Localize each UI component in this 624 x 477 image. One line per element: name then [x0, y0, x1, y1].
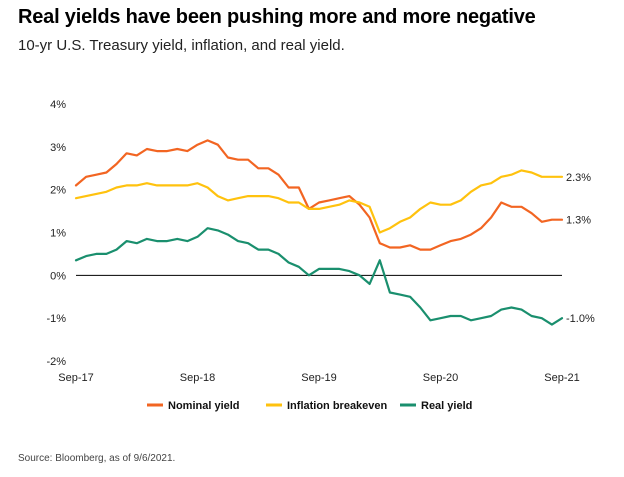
end-label-inflation-breakeven: 2.3% — [566, 172, 591, 184]
y-tick-label: -2% — [46, 356, 66, 368]
legend-label-inflation-breakeven: Inflation breakeven — [287, 400, 388, 412]
series-line-inflation-breakeven — [74, 169, 564, 234]
y-tick-label: 4% — [50, 99, 66, 111]
chart-title: Real yields have been pushing more and m… — [18, 6, 536, 28]
x-tick-label: Sep-19 — [301, 372, 336, 384]
series-line-real-yield — [74, 227, 564, 326]
legend-label-real-yield: Real yield — [421, 400, 472, 412]
chart-subtitle: 10-yr U.S. Treasury yield, inflation, an… — [18, 37, 345, 54]
legend: Nominal yield Inflation breakeven Real yie… — [147, 400, 472, 412]
source-note: Source: Bloomberg, as of 9/6/2021. — [18, 453, 176, 464]
y-tick-label: 0% — [50, 270, 66, 282]
end-label-real-yield: -1.0% — [566, 313, 595, 325]
y-tick-label: -1% — [46, 313, 66, 325]
y-tick-label: 3% — [50, 142, 66, 154]
y-tick-label: 2% — [50, 185, 66, 197]
series-lines — [74, 139, 564, 326]
y-tick-label: 1% — [50, 228, 66, 240]
x-tick-label: Sep-17 — [58, 372, 93, 384]
end-labels: 1.3% 2.3% -1.0% — [566, 172, 595, 325]
legend-label-nominal-yield: Nominal yield — [168, 400, 240, 412]
series-line-nominal-yield — [74, 139, 564, 251]
end-label-nominal-yield: 1.3% — [566, 215, 591, 227]
x-axis: Sep-17 Sep-18 Sep-19 Sep-20 Sep-21 — [58, 372, 579, 384]
x-tick-label: Sep-20 — [423, 372, 458, 384]
x-tick-label: Sep-21 — [544, 372, 579, 384]
x-tick-label: Sep-18 — [180, 372, 215, 384]
y-axis: 4% 3% 2% 1% 0% -1% -2% — [46, 99, 66, 368]
